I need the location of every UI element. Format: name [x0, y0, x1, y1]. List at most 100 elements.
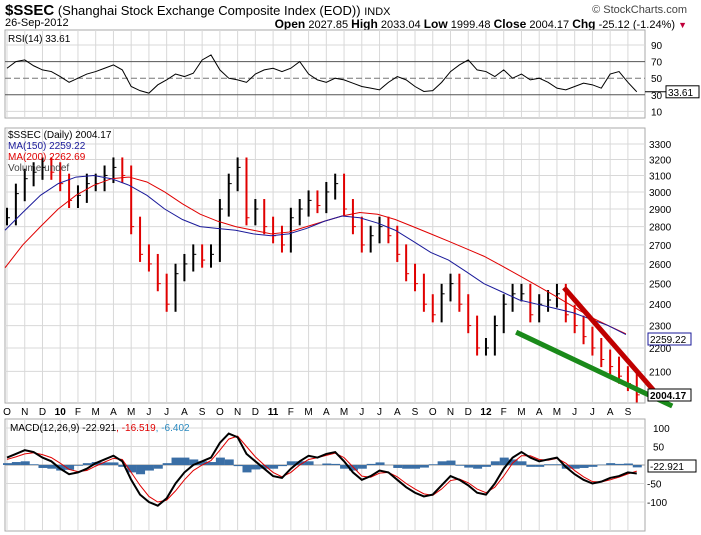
rsi-legend: RSI(14) 33.61 — [8, 34, 71, 45]
x-tick-label: 10 — [55, 407, 67, 418]
ohlc-summary: Open 2027.85 High 2033.04 Low 1999.48 Cl… — [275, 17, 687, 31]
exchange: INDX — [364, 6, 391, 18]
x-tick-label: M — [127, 407, 135, 418]
price-last-label: 2004.17 — [650, 391, 687, 402]
macd-histogram-bar — [402, 465, 412, 469]
price-tick-label: 2600 — [649, 260, 672, 271]
macd-histogram-bar — [481, 465, 491, 467]
macd-histogram-bar — [322, 463, 332, 465]
macd-histogram-bar — [473, 465, 483, 469]
low-label: Low — [423, 17, 448, 31]
x-tick-label: J — [164, 407, 169, 418]
x-tick-label: 12 — [480, 407, 492, 418]
macd-histogram-bar — [286, 461, 296, 465]
x-tick-label: F — [501, 407, 507, 418]
macd-histogram-bar — [552, 464, 562, 465]
price-tick-label: 2400 — [649, 300, 672, 311]
macd-histogram-bar — [277, 465, 287, 467]
x-tick-label: A — [181, 407, 188, 418]
macd-legend: MACD(12,26,9) -22.921, -16.519, -6.402 — [10, 423, 190, 434]
macd-histogram-bar — [340, 465, 350, 469]
x-tick-label: S — [199, 407, 206, 418]
price-tick-label: 3300 — [649, 140, 672, 151]
macd-histogram-bar — [579, 465, 589, 468]
x-tick-label: M — [553, 407, 561, 418]
x-tick-label: A — [607, 407, 614, 418]
x-tick-label: J — [572, 407, 577, 418]
ma200-legend: MA(200) 2262.69 — [8, 152, 86, 163]
trendline-red — [562, 286, 659, 396]
macd-histogram-bar — [180, 457, 190, 465]
macd-histogram-bar — [144, 465, 154, 471]
macd-histogram-bar — [357, 465, 367, 469]
macd-histogram-bar — [20, 461, 30, 465]
x-tick-label: J — [377, 407, 382, 418]
x-tick-label: J — [359, 407, 364, 418]
price-legend: $SSEC (Daily) 2004.17 — [8, 130, 112, 141]
x-tick-label: J — [146, 407, 151, 418]
rsi-last-box — [665, 85, 700, 99]
macd-histogram-bar — [3, 463, 12, 465]
macd-histogram-bar — [29, 464, 39, 465]
x-tick-label: D — [465, 407, 472, 418]
price-tick-label: 2900 — [649, 205, 672, 216]
rsi-tick-label: 70 — [651, 58, 663, 69]
price-tick-label: 2100 — [649, 367, 672, 378]
macd-tick-label: -100 — [647, 498, 667, 509]
brand: © StockCharts.com — [592, 4, 687, 16]
macd-histogram-bar — [428, 464, 438, 465]
macd-legend-part: , -16.519 — [116, 423, 156, 434]
macd-histogram-bar — [11, 462, 21, 465]
x-tick-label: N — [21, 407, 28, 418]
macd-histogram-bar — [56, 465, 66, 471]
macd-panel — [4, 418, 646, 532]
trendline-green — [515, 329, 674, 409]
macd-legend-part: MACD(12,26,9) -22.921 — [10, 423, 117, 434]
macd-histogram-bar — [437, 461, 447, 465]
macd-histogram-bar — [411, 465, 421, 469]
macd-histogram-bar — [171, 457, 181, 465]
macd-histogram-bar — [260, 465, 270, 469]
macd-histogram-bar — [535, 465, 545, 467]
x-tick-label: O — [3, 407, 11, 418]
rsi-panel — [4, 29, 646, 119]
x-tick-label: 11 — [268, 407, 279, 418]
macd-histogram-bar — [162, 463, 172, 465]
x-tick-label: A — [394, 407, 401, 418]
macd-histogram-bar — [207, 462, 217, 465]
x-tick-label: N — [234, 407, 241, 418]
ma150-legend: MA(150) 2259.22 — [8, 141, 86, 152]
ma150-last-box — [647, 332, 692, 346]
rsi-tick-label: 30 — [651, 91, 663, 102]
macd-histogram-bar — [251, 465, 261, 470]
macd-histogram-bar — [224, 459, 234, 465]
macd-histogram-bar — [38, 465, 48, 468]
macd-histogram-bar — [375, 462, 385, 465]
price-tick-label: 2800 — [649, 223, 672, 234]
high-value: 2033.04 — [380, 19, 421, 31]
quote-date: 26-Sep-2012 — [5, 17, 69, 29]
macd-histogram-bar — [100, 462, 110, 465]
macd-histogram-bar — [419, 465, 429, 468]
macd-histogram-bar — [517, 461, 527, 465]
rsi-tick-label: 90 — [651, 41, 663, 52]
macd-histogram-bar — [136, 465, 146, 475]
rsi-last-label: 33.61 — [668, 88, 693, 99]
open-label: Open — [274, 17, 306, 31]
price-tick-label: 2500 — [649, 280, 672, 291]
rsi-line — [6, 54, 638, 94]
macd-histogram-bar — [544, 464, 554, 465]
x-tick-label: J — [590, 407, 595, 418]
x-tick-label: M — [92, 407, 100, 418]
macd-line — [6, 432, 637, 507]
macd-histogram-bar — [215, 457, 225, 465]
ma200-line — [4, 176, 627, 335]
macd-histogram-bar — [526, 465, 536, 467]
price-tick-label: 2300 — [649, 322, 672, 333]
x-tick-label: M — [517, 407, 525, 418]
chg-label: Chg — [572, 17, 596, 31]
close-value: 2004.17 — [529, 19, 570, 31]
macd-tick-label: -50 — [647, 480, 662, 491]
